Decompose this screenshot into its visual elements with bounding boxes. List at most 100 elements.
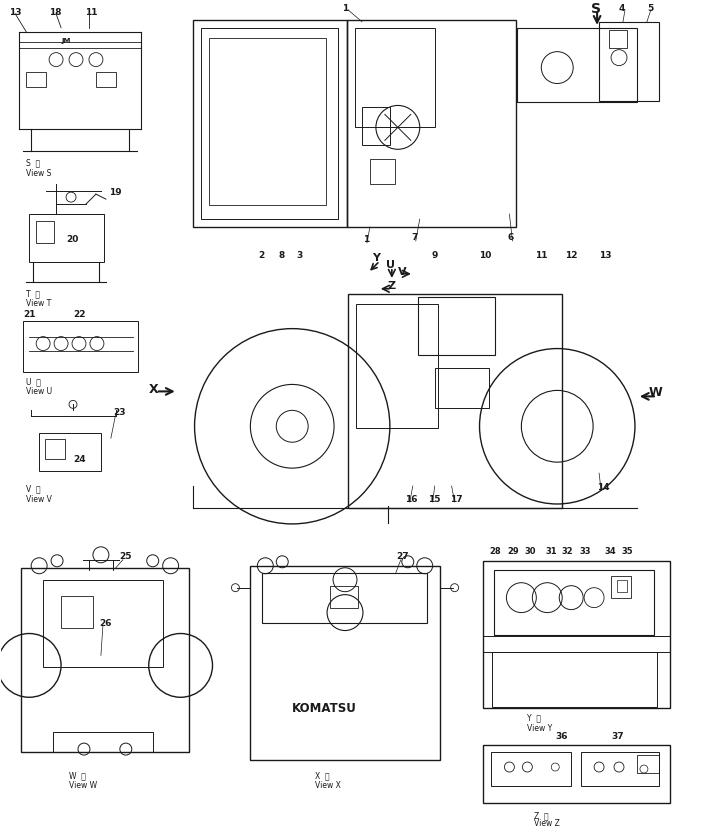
Text: 26: 26 xyxy=(99,619,111,628)
Bar xyxy=(23,321,138,373)
Text: 11: 11 xyxy=(536,251,547,260)
Text: 7: 7 xyxy=(411,233,418,242)
Text: 24: 24 xyxy=(73,454,86,463)
Bar xyxy=(637,755,659,773)
Text: View T: View T xyxy=(26,299,51,308)
Text: 35: 35 xyxy=(621,546,632,556)
Bar xyxy=(609,31,627,49)
Bar xyxy=(347,21,517,228)
Text: 14: 14 xyxy=(597,482,610,491)
Text: 18: 18 xyxy=(49,8,62,17)
Bar xyxy=(96,73,116,88)
Text: 3: 3 xyxy=(297,251,302,260)
Text: 21: 21 xyxy=(23,310,36,319)
Text: 11: 11 xyxy=(85,8,97,17)
Text: View Z: View Z xyxy=(534,818,560,827)
Bar xyxy=(494,570,654,635)
Text: 15: 15 xyxy=(428,494,440,503)
Bar xyxy=(355,29,435,128)
Text: 4: 4 xyxy=(619,4,625,13)
Text: Z  視: Z 視 xyxy=(534,811,549,820)
Text: 28: 28 xyxy=(489,546,501,556)
Text: 16: 16 xyxy=(404,494,417,503)
Text: 27: 27 xyxy=(396,551,409,561)
Text: T  視: T 視 xyxy=(26,289,40,298)
Text: 6: 6 xyxy=(508,233,514,242)
Text: 19: 19 xyxy=(109,187,121,196)
Bar xyxy=(330,586,358,608)
Text: 32: 32 xyxy=(562,546,573,556)
Text: S  視: S 視 xyxy=(26,158,41,167)
Text: KOMATSU: KOMATSU xyxy=(292,700,357,714)
Text: 36: 36 xyxy=(555,731,568,739)
Text: 12: 12 xyxy=(565,251,578,260)
Text: View W: View W xyxy=(69,781,97,790)
Bar xyxy=(193,21,347,228)
Bar xyxy=(611,576,631,598)
Text: 17: 17 xyxy=(449,494,462,503)
Text: JM: JM xyxy=(61,37,70,44)
Bar xyxy=(482,745,670,803)
Text: View V: View V xyxy=(26,494,52,503)
Text: 29: 29 xyxy=(508,546,519,556)
Bar xyxy=(36,222,54,243)
Text: 1: 1 xyxy=(342,4,348,13)
Text: 1: 1 xyxy=(363,235,369,244)
Bar xyxy=(45,440,65,460)
Bar xyxy=(356,305,437,429)
Text: X  視: X 視 xyxy=(315,771,329,779)
Text: View Y: View Y xyxy=(527,723,552,732)
Text: U: U xyxy=(386,259,395,270)
Text: X: X xyxy=(149,383,158,396)
Bar xyxy=(617,580,627,592)
Text: 33: 33 xyxy=(579,546,591,556)
Text: S: S xyxy=(591,2,601,16)
Bar xyxy=(200,29,338,219)
Text: U  視: U 視 xyxy=(26,377,41,386)
Text: 2: 2 xyxy=(259,251,264,260)
Text: Y  視: Y 視 xyxy=(527,713,541,722)
Bar xyxy=(581,752,659,786)
Bar xyxy=(26,73,46,88)
Bar xyxy=(348,295,562,508)
Text: W  視: W 視 xyxy=(69,771,86,779)
Bar xyxy=(250,566,440,760)
Text: Z: Z xyxy=(388,281,396,291)
Text: 13: 13 xyxy=(599,251,611,260)
Text: 25: 25 xyxy=(119,551,131,561)
Text: 5: 5 xyxy=(647,4,653,13)
Text: View X: View X xyxy=(315,781,341,790)
Text: 37: 37 xyxy=(611,731,624,739)
Bar xyxy=(362,108,390,146)
Bar xyxy=(53,732,153,752)
Text: W: W xyxy=(649,386,662,398)
Text: 13: 13 xyxy=(9,8,22,17)
Text: View U: View U xyxy=(26,387,53,396)
Text: View S: View S xyxy=(26,169,52,177)
Bar xyxy=(29,214,104,262)
Bar xyxy=(435,369,489,409)
Bar xyxy=(21,568,189,752)
Bar xyxy=(39,434,101,471)
Text: 20: 20 xyxy=(66,235,79,244)
Text: 22: 22 xyxy=(73,310,86,319)
Text: 34: 34 xyxy=(604,546,615,556)
Bar xyxy=(418,297,496,355)
Bar xyxy=(599,22,659,103)
Text: 10: 10 xyxy=(479,251,492,260)
Bar xyxy=(43,580,163,667)
Bar xyxy=(493,652,657,707)
Bar xyxy=(61,596,93,628)
Text: V: V xyxy=(398,267,407,277)
Text: 8: 8 xyxy=(278,251,285,260)
Text: V  視: V 視 xyxy=(26,484,41,493)
Text: 30: 30 xyxy=(524,546,536,556)
Bar xyxy=(517,29,637,104)
Text: 31: 31 xyxy=(545,546,557,556)
Bar xyxy=(491,752,571,786)
Bar xyxy=(208,39,326,206)
Text: 23: 23 xyxy=(113,407,125,416)
Bar xyxy=(482,561,670,709)
Bar xyxy=(262,573,427,623)
Text: 9: 9 xyxy=(432,251,438,260)
